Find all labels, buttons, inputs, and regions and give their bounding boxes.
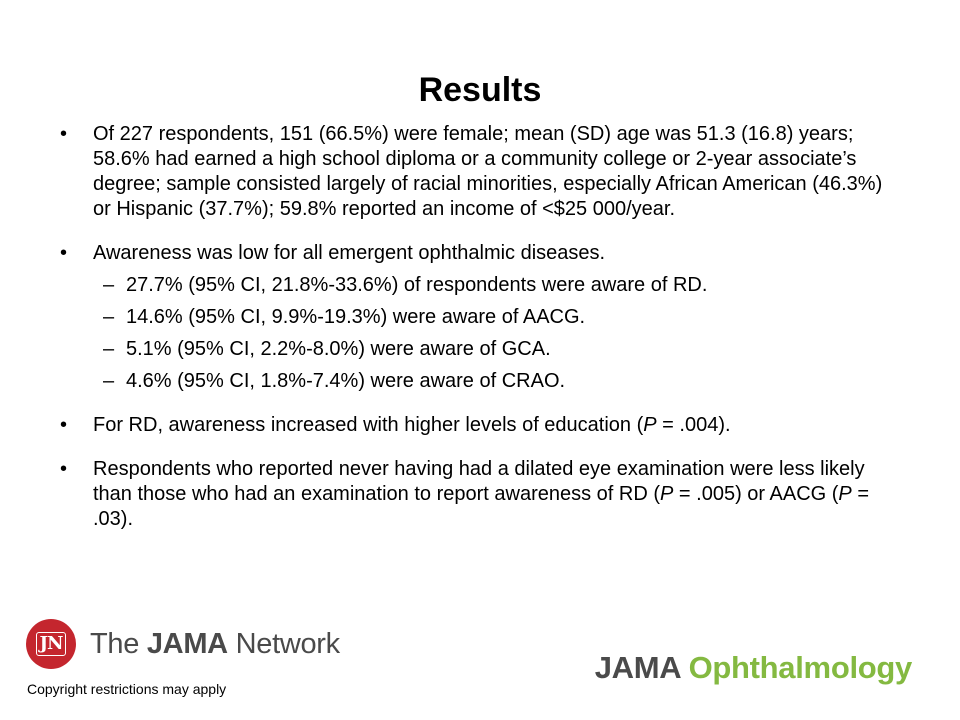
dash-marker: – (103, 338, 115, 360)
jama-network-wordmark: The JAMA Network (90, 627, 340, 660)
p-value-label: P (643, 414, 657, 436)
bullet-marker: • (60, 458, 68, 480)
slide-title: Results (418, 71, 542, 109)
p-value-label: P (660, 483, 674, 505)
bullet-text: Of 227 respondents, 151 (66.5%) were fem… (93, 123, 883, 220)
bullet-item-demographics: • Of 227 respondents, 151 (66.5%) were f… (60, 122, 890, 222)
bullet-item-education: • For RD, awareness increased with highe… (60, 413, 890, 438)
jama-ophthalmology-logo: JAMA Ophthalmology (594, 650, 913, 685)
copyright-notice: Copyright restrictions may apply (27, 681, 227, 697)
sub-item-gca: – 5.1% (95% CI, 2.2%-8.0%) were aware of… (60, 337, 890, 362)
bullet-item-dilated-exam: • Respondents who reported never having … (60, 457, 890, 532)
sub-item-text: 5.1% (95% CI, 2.2%-8.0%) were aware of G… (126, 338, 551, 360)
sub-item-text: 27.7% (95% CI, 21.8%-33.6%) of responden… (126, 274, 708, 296)
jn-seal-icon: JN (26, 619, 76, 669)
bullet-text: For RD, awareness increased with higher … (93, 414, 731, 436)
dash-marker: – (103, 306, 115, 328)
sub-item-rd: – 27.7% (95% CI, 21.8%-33.6%) of respond… (60, 273, 890, 298)
jama-network-logo: JN The JAMA Network (26, 619, 340, 669)
bullet-marker: • (60, 414, 68, 436)
bullet-list: • Of 227 respondents, 151 (66.5%) were f… (60, 122, 890, 532)
dash-marker: – (103, 370, 115, 392)
p-value-label: P (838, 483, 852, 505)
bullet-marker: • (60, 242, 68, 264)
dash-marker: – (103, 274, 115, 296)
bullet-item-awareness: • Awareness was low for all emergent oph… (60, 241, 890, 266)
bullet-marker: • (60, 123, 68, 145)
sub-item-text: 14.6% (95% CI, 9.9%-19.3%) were aware of… (126, 306, 586, 328)
sub-item-aacg: – 14.6% (95% CI, 9.9%-19.3%) were aware … (60, 305, 890, 330)
bullet-text: Awareness was low for all emergent ophth… (93, 242, 606, 264)
bullet-text: Respondents who reported never having ha… (93, 458, 870, 530)
sub-item-crao: – 4.6% (95% CI, 1.8%-7.4%) were aware of… (60, 369, 890, 394)
sub-item-text: 4.6% (95% CI, 1.8%-7.4%) were aware of C… (126, 370, 566, 392)
